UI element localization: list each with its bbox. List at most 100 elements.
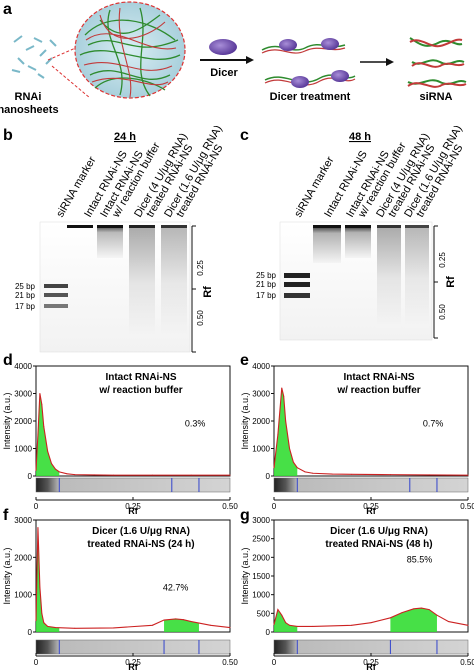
shaded-area-0 [36,394,60,476]
panel-letter-e: e [240,352,249,369]
data-point [428,474,430,476]
data-point [304,471,306,473]
gel-lane-strip [35,639,231,655]
panel-f-chart: 0 1000 2000 3000 Intensity (a.u.) Dicer (1.6 … [2,516,238,672]
nanosheets-label-line2: nanosheets [0,104,59,116]
y-tick-label: 2500 [252,535,270,544]
data-point [413,608,415,610]
data-point [229,474,231,476]
marker-21bp-24h: 21 bp [15,291,36,300]
plot-frame [35,365,231,477]
x-tick-label: 0.25 [363,658,379,667]
y-axis-label: Intensity (a.u.) [2,547,12,604]
nanosheet-sphere-icon [74,1,186,99]
data-point [296,467,298,469]
chart-title-line2: w/ reaction buffer [336,385,420,396]
data-point [285,420,287,422]
y-tick-label: 1000 [252,591,270,600]
data-point [289,448,291,449]
data-point [281,614,283,616]
data-point [93,474,95,476]
y-tick-label: 2000 [252,553,270,562]
panel-letter-b: b [3,127,13,144]
x-axis-label: Rf [366,506,376,516]
data-point [401,612,403,614]
chart-title-line1: Dicer (1.6 U/μg RNA) [92,526,190,537]
x-tick-label: 0.25 [125,502,141,511]
x-tick-label: 0 [34,658,39,667]
chart-title-line2: w/ reaction buffer [98,385,182,396]
percent-annotation: 0.7% [423,419,444,429]
data-point [47,625,49,627]
data-point [151,624,153,626]
data-point [448,621,450,623]
panel-letter-c: c [240,127,249,144]
intensity-curve [35,393,230,476]
y-tick-label: 3000 [14,516,32,525]
data-point [389,617,391,619]
data-point [285,622,287,624]
data-point [39,393,41,394]
data-point [351,473,353,475]
y-tick-label: 3000 [14,390,32,399]
marker-21bp-48h: 21 bp [256,280,277,289]
y-tick-label: 1000 [14,445,32,454]
data-point [370,622,372,624]
x-axis-label: Rf [128,506,138,516]
data-point [74,627,76,629]
data-point [163,619,165,621]
nanosheets-label-line1: RNAi [15,91,42,103]
y-tick-label: 1000 [14,591,32,600]
data-point [273,624,275,626]
marker-17bp-48h: 17 bp [256,291,277,300]
data-point [74,474,76,476]
y-tick-label: 0 [28,472,33,481]
shaded-area-1 [390,608,437,632]
panel-b-title: 24 h [114,131,136,143]
data-point [43,622,45,624]
panel-letter-f: f [3,507,9,524]
y-tick-label: 0 [28,628,33,637]
data-point [41,404,43,405]
data-point [296,625,298,627]
panel-g-chart: 0 500 1000 1500 2000 2500 3000 Intensity (a.u.)… [240,516,474,672]
gel-lane-strip [273,477,469,493]
dicer-treatment-label: Dicer treatment [270,91,351,103]
plot-frame [273,519,469,633]
data-point [389,474,391,476]
data-point [283,395,285,397]
chart-title-line1: Intact RNAi-NS [343,372,414,383]
percent-annotation: 85.5% [407,555,433,565]
data-point [210,624,212,626]
plot-frame [35,519,231,633]
data-point [467,474,469,476]
shaded-area-0 [274,609,298,632]
x-axis-label: Rf [366,662,376,672]
x-tick-label: 0.50 [460,502,474,511]
data-point [39,586,41,588]
percent-annotation: 0.3% [185,419,206,429]
data-point [35,470,37,471]
x-tick-label: 0 [34,502,39,511]
data-point [277,609,279,611]
chart-title-line1: Dicer (1.6 U/μg RNA) [330,526,428,537]
y-tick-label: 3000 [252,390,270,399]
data-point [198,622,200,624]
data-point [41,612,43,614]
data-point [436,614,438,616]
data-point [151,474,153,476]
nanosheet-cluster-icon [11,35,57,79]
data-point [331,473,333,475]
marker-25bp-48h: 25 bp [256,271,277,280]
data-point [66,473,68,475]
data-point [420,607,422,609]
data-point [113,474,115,476]
data-point [37,434,39,436]
rf-tick-025-48h: 0.25 [438,252,447,268]
data-point [312,472,314,474]
data-point [229,627,231,629]
gel-lane-strip [35,477,231,493]
panel-c-title: 48 h [349,131,371,143]
dicer-enzyme-icon [209,39,237,55]
